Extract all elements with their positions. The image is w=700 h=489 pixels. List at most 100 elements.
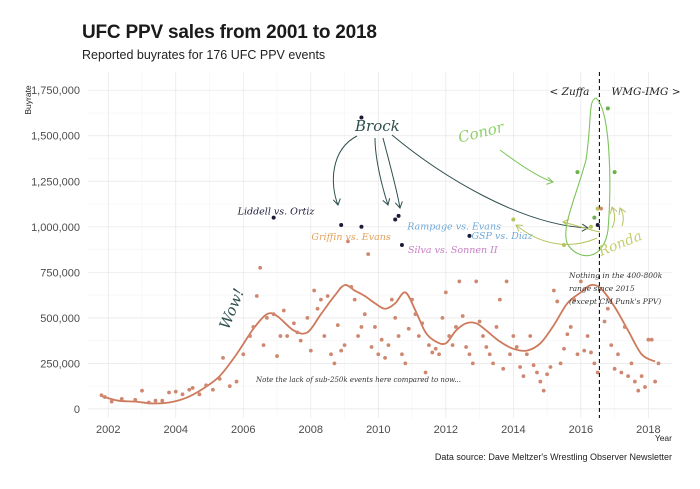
data-point (470, 361, 475, 366)
data-point (599, 206, 604, 211)
data-point (265, 315, 269, 320)
data-point (487, 352, 492, 357)
brock-point (396, 213, 401, 218)
brock-arrowhead-2 (382, 198, 391, 206)
highlight-point (359, 224, 364, 229)
data-point (555, 299, 560, 304)
data-point (190, 386, 195, 390)
smoothed-trend-line (101, 283, 656, 405)
data-source-caption: Data source: Dave Meltzer's Wrestling Ob… (434, 452, 672, 462)
data-point (420, 321, 425, 326)
ronda-point (511, 217, 516, 222)
ronda-arrowhead-1 (515, 224, 524, 232)
data-point (197, 392, 202, 397)
highlight-point (467, 233, 472, 238)
data-point (383, 356, 387, 360)
data-point (362, 312, 367, 317)
data-point (531, 363, 536, 368)
data-point (187, 387, 192, 392)
x-tick-label: 2002 (96, 424, 120, 436)
ronda-point (588, 224, 593, 229)
data-point (605, 306, 610, 311)
data-point (437, 352, 441, 357)
data-point (639, 374, 644, 379)
annotation-note-mid-line: (except CM Punk's PPV) (569, 297, 661, 306)
y-tick-label: 0 (74, 404, 80, 416)
data-point (491, 361, 495, 366)
data-point (427, 343, 431, 348)
data-point (447, 334, 452, 338)
data-point (589, 350, 593, 355)
data-point (413, 312, 418, 317)
data-point (359, 325, 364, 329)
data-point (315, 306, 320, 311)
data-point (548, 365, 553, 369)
conor-arrow (499, 149, 554, 183)
smooth-line-path (101, 283, 656, 405)
data-point (241, 352, 246, 357)
annotation-note-low: Note the lack of sub-250k events here co… (255, 376, 461, 384)
data-point (109, 399, 114, 404)
data-point (494, 325, 499, 329)
data-point (656, 361, 661, 366)
data-point (558, 361, 563, 366)
data-point (575, 352, 580, 357)
brock-point (595, 222, 600, 227)
brock-point (359, 115, 364, 120)
conor-point (605, 106, 610, 111)
x-tick-label: 2008 (299, 424, 323, 436)
data-point (254, 294, 259, 298)
highlight-point (271, 215, 276, 220)
data-point (366, 252, 371, 257)
data-point (346, 239, 350, 244)
data-point (275, 354, 279, 358)
data-point (457, 279, 462, 284)
data-point (565, 332, 570, 337)
x-tick-label: 2010 (366, 424, 390, 436)
data-point (140, 388, 144, 393)
brock-arrow-2 (374, 137, 389, 206)
data-point (352, 297, 357, 302)
ronda-point (561, 243, 566, 247)
highlight-point (393, 217, 398, 222)
x-tick-label: 2018 (636, 424, 660, 436)
data-point (518, 365, 522, 369)
data-point (467, 352, 472, 357)
data-point (211, 387, 215, 392)
data-point (335, 323, 340, 328)
x-tick-label: 2004 (164, 424, 188, 436)
brock-point (339, 222, 344, 227)
data-point (99, 393, 104, 398)
y-tick-label: 500,000 (40, 313, 80, 325)
data-point (349, 284, 354, 289)
y-tick-label: 250,000 (40, 358, 80, 370)
annotation-brock: Brock (354, 117, 400, 135)
data-point (298, 338, 303, 343)
data-point (460, 314, 465, 318)
data-point (342, 343, 347, 348)
data-point (325, 294, 330, 298)
data-point (568, 325, 573, 329)
brock-arrowhead-3 (394, 201, 403, 209)
data-point (322, 334, 327, 338)
data-point (592, 361, 597, 366)
data-point (251, 325, 256, 329)
data-point (389, 297, 394, 302)
data-point (578, 279, 583, 284)
data-point (217, 376, 222, 381)
data-point (319, 297, 323, 302)
data-point (119, 396, 124, 401)
data-point (102, 395, 107, 399)
data-point (508, 352, 512, 357)
x-axis-label: Year (655, 433, 672, 443)
data-point (339, 348, 344, 353)
data-point (649, 337, 654, 342)
data-point (258, 265, 263, 270)
x-tick-label: 2012 (434, 424, 458, 436)
data-point (609, 343, 614, 348)
data-point (497, 297, 502, 302)
data-point (400, 352, 404, 357)
data-point (572, 297, 577, 302)
conor-arrowhead (546, 176, 554, 185)
